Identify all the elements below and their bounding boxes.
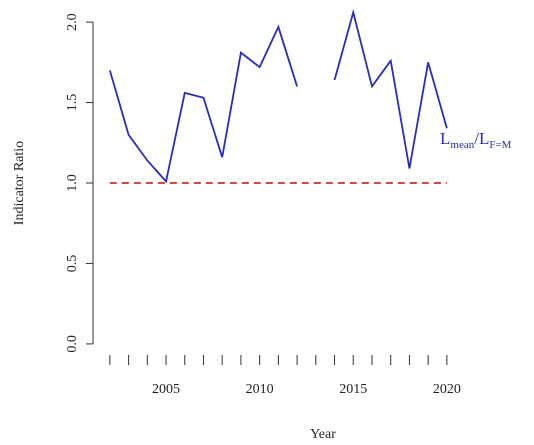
y-tick-label: 1.0 [65,174,80,192]
x-axis-label: Year [310,427,336,442]
y-tick-label: 0.0 [65,335,80,353]
annotation-part: /L [474,129,489,148]
y-tick-label: 0.5 [65,255,80,273]
y-axis-label: Indicator Ratio [12,141,27,225]
x-tick-label: 2005 [152,382,180,397]
data-line [108,8,448,184]
y-tick-label: 2.0 [65,13,80,31]
annotation: Lmean/LF=M [440,129,512,151]
annotation-part: F=M [489,139,511,151]
annotation-part: L [440,129,450,148]
x-tick-label: 2020 [433,382,461,397]
annotation-part: mean [450,139,474,151]
x-tick-label: 2015 [339,382,367,397]
y-tick-label: 1.5 [65,94,80,112]
x-tick-label: 2010 [246,382,274,397]
